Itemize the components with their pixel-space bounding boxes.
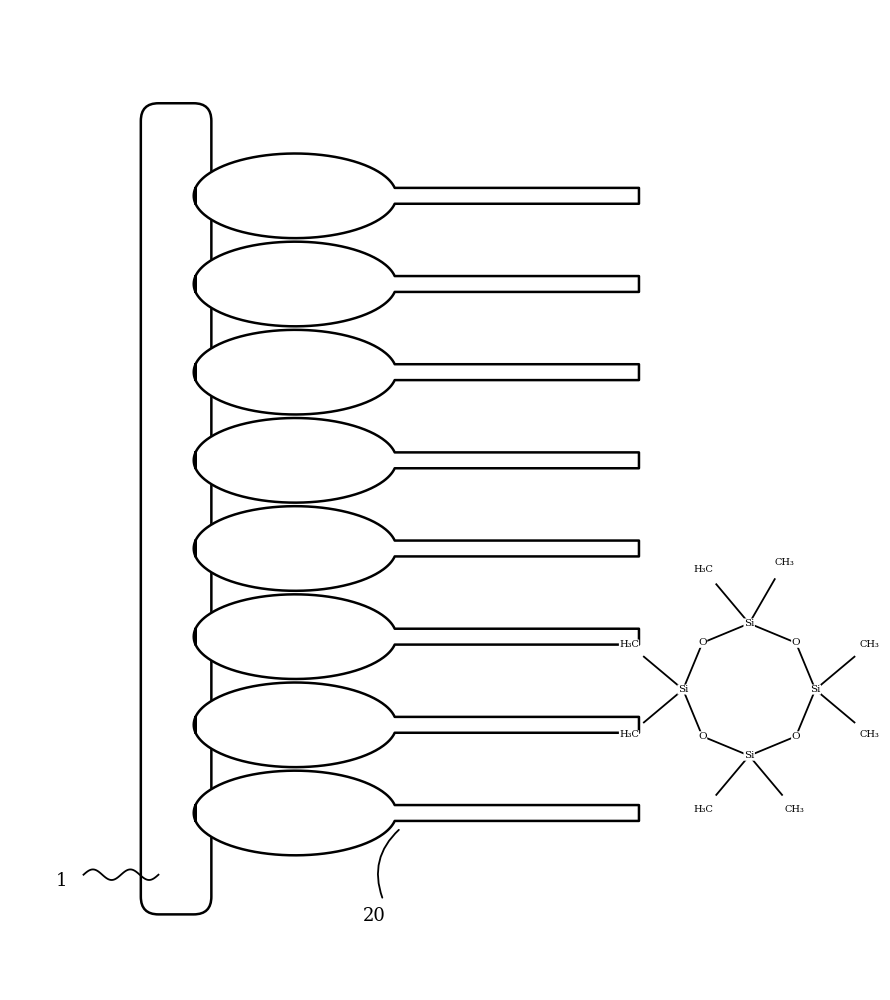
Polygon shape [194, 683, 639, 767]
FancyBboxPatch shape [141, 103, 211, 914]
Polygon shape [194, 506, 639, 591]
Text: CH₃: CH₃ [860, 640, 879, 649]
Text: Si: Si [744, 619, 755, 628]
Text: O: O [698, 732, 707, 741]
Polygon shape [194, 771, 639, 855]
Text: CH₃: CH₃ [860, 730, 879, 739]
Polygon shape [194, 594, 639, 679]
Text: O: O [791, 732, 800, 741]
Text: CH₃: CH₃ [785, 805, 805, 814]
Polygon shape [194, 330, 639, 414]
Text: Si: Si [810, 685, 821, 694]
Text: H₃C: H₃C [694, 565, 714, 574]
FancyArrowPatch shape [378, 830, 399, 898]
Text: 20: 20 [363, 907, 386, 925]
Text: H₃C: H₃C [619, 640, 639, 649]
Text: Si: Si [744, 751, 755, 760]
Text: Si: Si [678, 685, 688, 694]
Polygon shape [194, 418, 639, 503]
Polygon shape [194, 242, 639, 326]
Text: H₃C: H₃C [619, 730, 639, 739]
Text: O: O [698, 638, 707, 647]
Text: O: O [791, 638, 800, 647]
Text: H₃C: H₃C [694, 805, 714, 814]
Polygon shape [194, 154, 639, 238]
Text: 1: 1 [56, 872, 68, 890]
Text: CH₃: CH₃ [774, 558, 795, 567]
